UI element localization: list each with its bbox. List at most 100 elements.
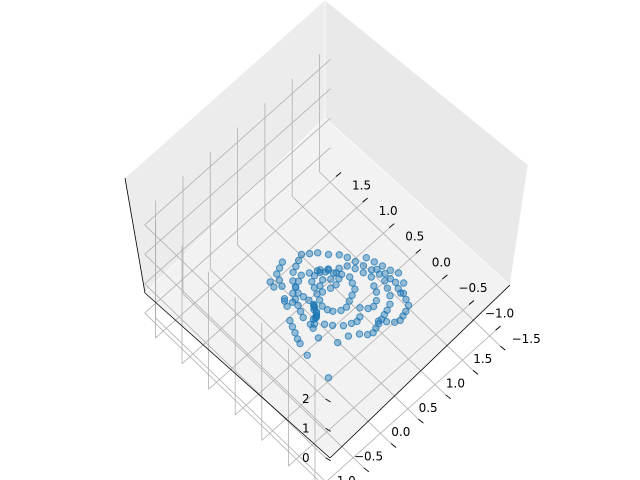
data-point [319,276,327,284]
z-tick-mark [325,428,331,432]
floor-grid-line-y [155,317,325,480]
z-tick-label: 0 [302,451,310,465]
data-point [383,284,392,292]
data-point [303,351,311,359]
data-point [327,275,335,283]
data-point [400,279,408,287]
data-point [374,317,383,325]
x-tick-mark [362,197,368,203]
data-point [335,275,343,283]
data-point [386,275,394,283]
x-tick-mark [335,172,342,177]
data-point [367,266,376,274]
data-point [383,306,391,314]
y-tick-mark [472,370,479,375]
y-tick-mark [363,467,370,473]
data-point [347,319,356,328]
data-point [324,374,333,382]
data-point [289,289,297,297]
floor-grid-line-y [237,244,419,420]
data-point [351,264,359,273]
floor-grid-line-y [182,293,365,469]
data-point [394,269,403,277]
data-point [288,298,297,306]
data-point [372,288,381,296]
wall-grid-line-z [144,147,331,314]
data-point [294,301,302,310]
data-point [278,282,286,290]
data-point [314,249,322,257]
x-tick-mark [495,325,501,331]
data-point [402,307,410,316]
x-tick-label: −1.5 [512,332,541,346]
data-point [296,307,305,316]
data-point [266,278,274,286]
data-point [275,276,284,284]
data-point [291,283,300,291]
data-point [323,306,332,314]
data-point [332,281,340,289]
data-point [378,262,387,270]
data-point [326,284,335,292]
z-tick-mark [325,457,331,462]
data-point [297,250,306,259]
data-point [286,316,294,325]
data-point [294,277,303,285]
data-point [391,278,400,287]
floor-grid-line-y [210,269,392,444]
data-point [324,265,332,273]
data-point [294,289,302,297]
y-tick-mark [500,345,506,351]
data-point [289,268,297,276]
data-point [359,269,367,277]
data-point [343,253,351,262]
floor-grid-line-y [319,171,501,347]
y-tick-label: −1.0 [327,474,356,480]
data-points [266,249,413,382]
wall-grid-line-z [144,312,319,480]
data-point [369,302,378,311]
data-point [275,264,284,272]
data-point [343,262,351,270]
y-tick-label: 0.5 [419,401,438,415]
data-point [315,296,324,304]
data-point [292,262,300,271]
grid-layer [144,54,501,480]
data-point [270,283,278,291]
data-point [344,332,353,340]
data-point [280,295,289,303]
x-tick-label: 0.5 [405,230,424,244]
data-point [348,279,356,287]
data-point [351,285,359,293]
data-point [334,338,342,347]
x-tick-label: 0.0 [432,255,451,269]
z-axis-line [124,177,146,294]
data-point [346,273,354,281]
z-tick-mark [325,398,331,403]
data-point [370,282,378,290]
data-point [328,321,337,330]
data-point [367,273,375,281]
data-point [373,265,381,274]
data-point [316,266,324,274]
x-tick-label: 1.5 [352,179,371,193]
data-point [345,297,353,305]
data-point [335,251,343,259]
y-tick-label: −0.5 [354,450,383,464]
data-point [305,296,313,304]
data-point [297,271,305,279]
data-point [299,293,308,301]
data-point [308,278,316,286]
data-point [299,313,307,322]
data-point [324,250,333,259]
data-point [386,266,395,274]
data-point [342,303,351,311]
data-point [320,320,329,328]
data-point [370,258,378,266]
x-tick-label: 1.0 [379,204,398,218]
data-point [318,302,326,310]
wall-grid-line-z [144,59,331,226]
x-axis-line [329,284,511,459]
y-axis-line [144,292,331,459]
data-point [318,288,327,296]
